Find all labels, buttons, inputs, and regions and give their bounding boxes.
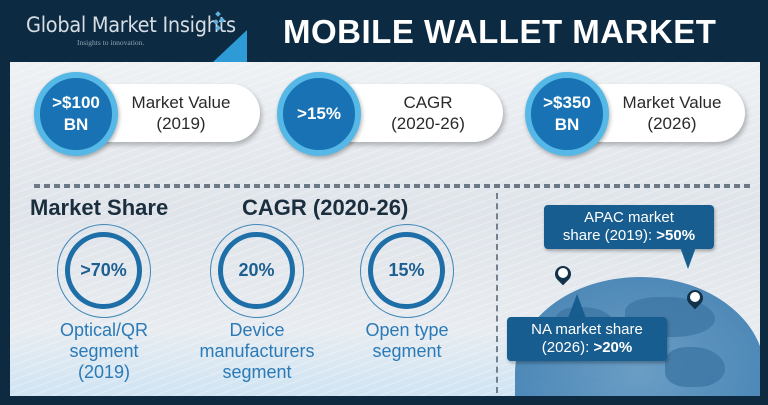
stat-value-badge: >$350 BN [525, 72, 609, 156]
logo: Global Market Insights Insights to innov… [26, 13, 254, 47]
segment-label-line3: segment [222, 362, 292, 382]
na-callout-line1: NA market share [531, 321, 643, 338]
stat-market-value-2026: >$350 BN Market Value (2026) [525, 72, 755, 156]
logo-title: Global Market Insights [26, 13, 236, 37]
segment-label-line1: Optical/QR [59, 320, 149, 340]
apac-share-value: >50% [656, 227, 696, 244]
segment-ring-open-type: 15% [360, 224, 454, 318]
segment-label-device-manufacturers: Device manufacturers segment [187, 320, 327, 383]
stat-label-line2: (2020-26) [391, 114, 465, 133]
na-callout: NA market share (2026): >20% [507, 317, 667, 361]
location-pin-icon-apac [683, 286, 707, 312]
logo-diamond-icon [212, 11, 225, 31]
segment-label-line1: Device [229, 320, 285, 340]
dashed-divider-horizontal [34, 184, 750, 188]
segment-value: 15% [368, 232, 445, 309]
segment-ring-device-manufacturers: 20% [210, 224, 304, 318]
segment-value: 20% [218, 232, 295, 309]
stat-value-badge: >$100 BN [34, 72, 118, 156]
apac-callout: APAC market share (2019): >50% [544, 205, 714, 249]
stat-value-unit: BN [554, 115, 580, 134]
header: Global Market Insights Insights to innov… [0, 0, 768, 62]
segment-label-line2: segment [372, 341, 442, 361]
segment-value: >70% [65, 232, 142, 309]
segment-label-line2: manufacturers [199, 341, 315, 361]
na-callout-tail [568, 294, 586, 318]
location-pin-icon-na [551, 262, 575, 288]
apac-callout-line2: share (2019): >50% [552, 227, 706, 245]
dashed-divider-vertical [496, 193, 498, 393]
apac-callout-tail [680, 247, 696, 269]
cagr-heading: CAGR (2020-26) [242, 195, 409, 220]
stat-label: Market Value (2019) [118, 84, 244, 142]
stat-label: CAGR (2020-26) [365, 84, 491, 142]
stat-label-line2: (2026) [647, 114, 697, 133]
market-share-heading: Market Share [30, 195, 169, 220]
apac-callout-prefix: share (2019): [562, 227, 657, 244]
na-callout-line2: (2026): >20% [515, 339, 659, 357]
na-callout-prefix: (2026): [541, 339, 594, 356]
stat-value-unit: BN [63, 115, 89, 134]
segment-label-line3: (2019) [77, 362, 131, 382]
segment-label-line1: Open type [365, 320, 449, 340]
stat-label-line2: (2019) [156, 114, 206, 133]
na-share-value: >20% [593, 339, 633, 356]
content-panel: >$100 BN Market Value (2019) >15% CAGR (… [10, 62, 760, 396]
page-title: MOBILE WALLET MARKET [283, 13, 717, 50]
stat-label: Market Value (2026) [609, 84, 735, 142]
stat-market-value-2019: >$100 BN Market Value (2019) [34, 72, 264, 156]
apac-callout-line1: APAC market [584, 209, 674, 226]
segment-label-open-type: Open type segment [337, 320, 477, 362]
segment-label-optical-qr: Optical/QR segment (2019) [34, 320, 174, 383]
stat-cagr: >15% CAGR (2020-26) [277, 72, 507, 156]
stat-label-line1: Market Value [131, 93, 231, 112]
header-triangle-decoration [213, 30, 247, 62]
segment-label-line2: segment [69, 341, 139, 361]
stat-value: >$350 [543, 93, 591, 112]
stat-value: >15% [297, 104, 341, 123]
stat-label-line1: CAGR [403, 93, 453, 112]
stat-label-line1: Market Value [622, 93, 722, 112]
segment-ring-optical-qr: >70% [57, 224, 151, 318]
logo-tagline: Insights to innovation. [77, 38, 145, 47]
stat-value: >$100 [52, 93, 100, 112]
stat-value-badge: >15% [277, 72, 361, 156]
